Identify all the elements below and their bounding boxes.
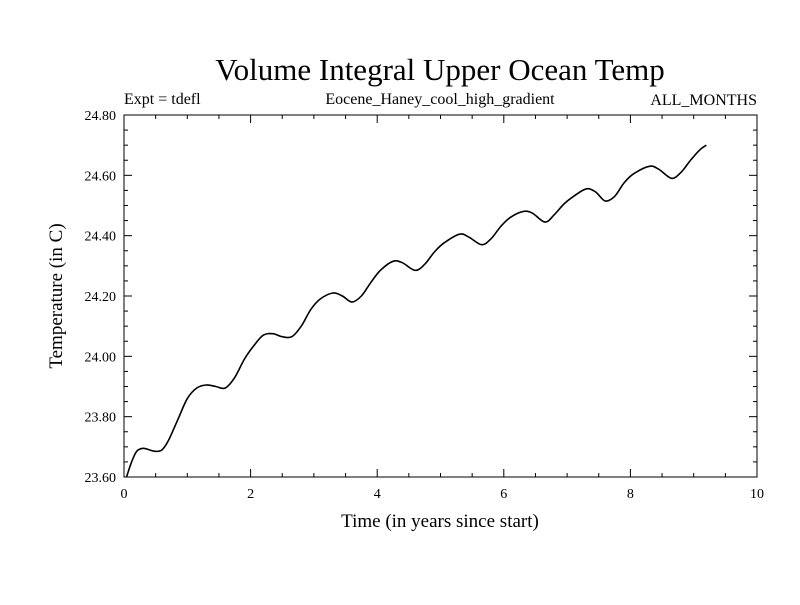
y-tick-label: 24.60 — [85, 169, 117, 184]
x-tick-label: 2 — [247, 487, 254, 502]
x-tick-label: 6 — [500, 487, 507, 502]
x-tick-label: 10 — [750, 487, 764, 502]
y-tick-label: 24.80 — [85, 109, 117, 124]
y-tick-label: 24.20 — [85, 290, 117, 305]
chart-title: Volume Integral Upper Ocean Temp — [215, 52, 665, 87]
axis-ticks — [123, 114, 758, 478]
series-line — [125, 144, 707, 478]
y-tick-label: 23.80 — [85, 411, 117, 426]
series-layer — [125, 144, 707, 478]
x-tick-label: 8 — [627, 487, 634, 502]
y-axis-label: Temperature (in C) — [46, 223, 67, 368]
chart-subtitle-center: Eocene_Haney_cool_high_gradient — [325, 91, 555, 108]
x-axis-label: Time (in years since start) — [341, 511, 539, 532]
y-tick-label: 23.60 — [85, 471, 117, 486]
y-tick-label: 24.00 — [85, 350, 117, 365]
y-tick-label: 24.40 — [85, 230, 117, 245]
x-tick-label: 0 — [121, 487, 128, 502]
tick-labels: 0 2 4 6 8 10 23.60 23.80 24.00 24.20 24.40 24.60 24.… — [85, 109, 765, 502]
plot-frame — [123, 114, 758, 478]
chart-subtitle-left: Expt = tdefl — [124, 91, 201, 108]
x-tick-label: 4 — [374, 487, 381, 502]
chart-subtitle-right: ALL_MONTHS — [650, 92, 757, 109]
